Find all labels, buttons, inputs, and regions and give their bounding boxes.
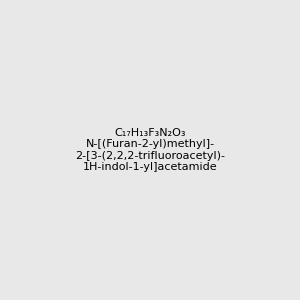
Text: C₁₇H₁₃F₃N₂O₃
N-[(Furan-2-yl)methyl]-
2-[3-(2,2,2-trifluoroacetyl)-
1H-indol-1-yl: C₁₇H₁₃F₃N₂O₃ N-[(Furan-2-yl)methyl]- 2-[…	[75, 128, 225, 172]
